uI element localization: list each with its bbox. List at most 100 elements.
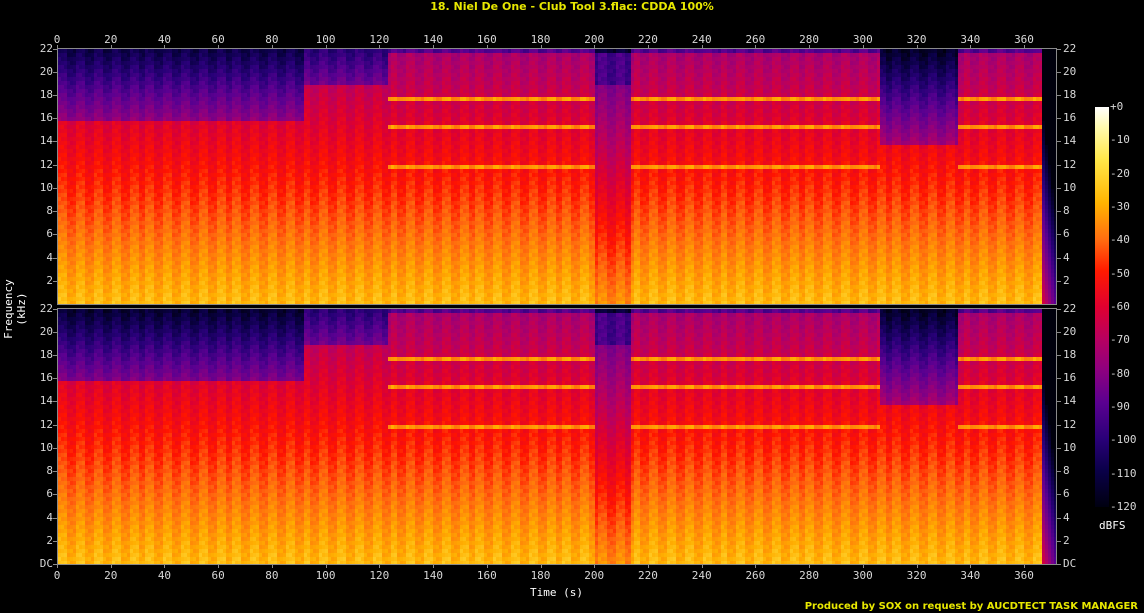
colorbar (1095, 107, 1109, 507)
y-tick-mark (53, 211, 57, 213)
x-tick-label: 360 (1012, 34, 1036, 46)
colorbar-tick-label: -80 (1110, 367, 1130, 380)
y-tick-label: 12 (20, 158, 53, 171)
x-tick-mark (755, 45, 757, 48)
x-tick-mark (57, 45, 58, 48)
y-tick-mark (53, 164, 57, 166)
y-tick-mark (53, 257, 57, 259)
y-tick-mark (53, 234, 57, 236)
y-tick-mark (1057, 540, 1061, 542)
y-tick-label: 18 (1063, 349, 1093, 361)
y-tick-mark (53, 141, 57, 143)
x-tick-mark (809, 565, 811, 568)
colorbar-tick-label: -120 (1110, 501, 1137, 513)
x-axis-label: Time (s) (530, 586, 583, 599)
y-tick-mark (53, 118, 57, 120)
x-tick-label: 360 (1012, 570, 1036, 582)
y-axis-label: Frequency (kHz) (2, 264, 28, 354)
x-tick-mark (701, 45, 703, 48)
x-tick-label: 260 (743, 34, 767, 46)
x-tick-mark (486, 45, 488, 48)
x-tick-mark (433, 565, 435, 568)
x-tick-label: 340 (958, 34, 982, 46)
x-tick-label: 220 (636, 34, 660, 46)
y-tick-label: DC (20, 558, 53, 570)
x-tick-mark (862, 565, 864, 568)
x-tick-label: 180 (529, 570, 553, 582)
x-tick-mark (594, 565, 596, 568)
x-tick-label: 140 (421, 570, 445, 582)
y-tick-label: 20 (1063, 325, 1093, 338)
x-tick-label: 160 (475, 34, 499, 46)
colorbar-tick-label: -10 (1110, 134, 1130, 146)
y-tick-mark (53, 71, 57, 73)
x-tick-label: 0 (45, 34, 69, 46)
y-tick-mark (1057, 331, 1061, 333)
y-tick-label: 8 (20, 465, 53, 477)
y-tick-label: 4 (1063, 511, 1093, 524)
y-tick-label: 12 (1063, 158, 1093, 171)
y-tick-label: 4 (20, 251, 53, 264)
x-tick-label: 280 (797, 34, 821, 46)
x-tick-mark (271, 45, 273, 48)
x-tick-label: 280 (797, 570, 821, 582)
y-tick-mark (53, 401, 57, 403)
y-tick-label: 8 (20, 205, 53, 217)
y-tick-label: 2 (20, 534, 53, 547)
y-tick-label: DC (1063, 558, 1093, 570)
x-tick-mark (809, 45, 811, 48)
y-tick-mark (1057, 211, 1061, 213)
y-tick-mark (1057, 95, 1061, 97)
y-tick-label: 2 (1063, 534, 1093, 547)
y-tick-label: 6 (20, 488, 53, 500)
y-tick-label: 10 (20, 441, 53, 454)
y-tick-label: 14 (20, 135, 53, 147)
x-tick-label: 80 (260, 34, 284, 46)
y-tick-mark (1057, 280, 1061, 282)
x-tick-label: 200 (582, 570, 606, 582)
x-tick-label: 100 (314, 34, 338, 46)
y-tick-mark (1057, 48, 1061, 50)
y-tick-label: 16 (20, 112, 53, 124)
x-tick-label: 40 (152, 570, 176, 582)
y-tick-mark (1057, 471, 1061, 473)
x-tick-mark (1024, 45, 1025, 48)
colorbar-tick-label: -100 (1110, 434, 1137, 446)
x-tick-mark (379, 45, 381, 48)
x-tick-mark (970, 45, 972, 48)
y-tick-label: 8 (1063, 205, 1093, 217)
y-tick-label: 12 (1063, 418, 1093, 431)
y-tick-label: 18 (1063, 89, 1093, 101)
x-tick-label: 80 (260, 570, 284, 582)
colorbar-tick-label: -60 (1110, 301, 1130, 313)
y-tick-label: 22 (20, 42, 53, 55)
y-tick-mark (53, 471, 57, 473)
y-tick-label: 6 (1063, 488, 1093, 500)
y-tick-mark (53, 424, 57, 426)
x-tick-mark (110, 45, 112, 48)
x-tick-mark (57, 565, 58, 568)
y-tick-label: 16 (1063, 372, 1093, 384)
y-tick-label: 10 (20, 181, 53, 194)
x-tick-label: 20 (99, 570, 123, 582)
x-tick-mark (110, 565, 112, 568)
y-tick-label: 2 (20, 274, 53, 287)
colorbar-tick-label: -40 (1110, 234, 1130, 246)
x-tick-mark (540, 45, 542, 48)
x-tick-mark (271, 565, 273, 568)
colorbar-tick-label: -110 (1110, 467, 1137, 480)
colorbar-tick-label: -70 (1110, 334, 1130, 346)
y-tick-label: 22 (20, 302, 53, 315)
colorbar-tick-label: -20 (1110, 167, 1130, 180)
x-tick-label: 60 (206, 34, 230, 46)
x-tick-label: 200 (582, 34, 606, 46)
x-tick-label: 340 (958, 570, 982, 582)
y-tick-label: 10 (1063, 181, 1093, 194)
x-tick-label: 220 (636, 570, 660, 582)
colorbar-tick-label: -50 (1110, 267, 1130, 280)
y-tick-label: 22 (1063, 302, 1093, 315)
y-tick-mark (1057, 401, 1061, 403)
x-tick-label: 140 (421, 34, 445, 46)
y-tick-mark (1057, 517, 1061, 519)
y-tick-mark (53, 378, 57, 380)
